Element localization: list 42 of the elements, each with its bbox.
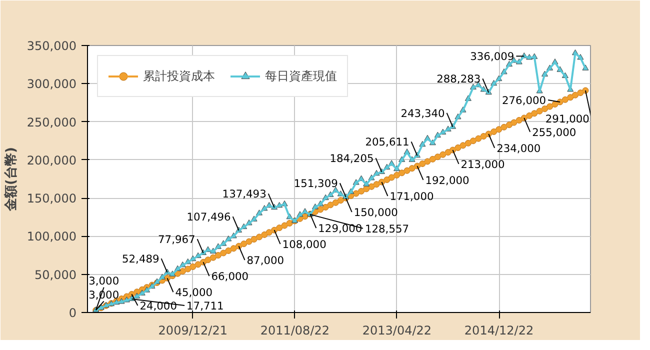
annotation: 192,000 <box>425 174 470 187</box>
legend-label: 累計投資成本 <box>143 68 215 84</box>
y-tick-label: 200,000 <box>26 153 76 168</box>
annotation: 52,489 <box>122 252 160 266</box>
x-tick-label: 2014/12/22 <box>464 324 534 338</box>
annotation: 108,000 <box>282 238 327 252</box>
annotation: 17,711 <box>186 300 224 313</box>
annotation: 288,283 <box>436 72 481 86</box>
annotation: 150,000 <box>354 206 398 220</box>
annotation: 184,205 <box>330 152 374 166</box>
y-tick-label: 150,000 <box>26 192 76 206</box>
annotation: 151,309 <box>294 177 338 190</box>
annotation: 336,009 <box>470 50 514 64</box>
annotation: 213,000 <box>460 158 506 171</box>
annotation: 137,493 <box>222 188 266 201</box>
y-tick-label: 350,000 <box>26 39 76 53</box>
annotation: 128,557 <box>364 222 410 236</box>
annotation: 45,000 <box>175 286 213 300</box>
annotation: 129,000 <box>318 222 362 236</box>
x-tick-label: 2011/08/22 <box>260 324 330 338</box>
annotation: 234,000 <box>496 142 541 155</box>
x-tick-label: 2013/04/22 <box>362 324 432 338</box>
y-tick-label: 0 <box>68 306 77 320</box>
annotation: 276,000 <box>502 94 546 107</box>
annotation: 24,000 <box>140 300 178 313</box>
annotation: 255,000 <box>532 126 576 139</box>
annotation: 291,000 <box>545 112 590 126</box>
y-axis-title: 金額(台幣) <box>2 147 19 212</box>
annotation: 205,611 <box>365 136 410 149</box>
annotation: 87,000 <box>246 254 284 268</box>
annotation: 77,967 <box>158 233 196 246</box>
y-tick-label: 100,000 <box>26 230 76 244</box>
x-tick-label: 2009/12/21 <box>158 324 228 338</box>
y-tick-label: 250,000 <box>26 115 76 130</box>
annotation: 107,496 <box>186 210 232 224</box>
y-tick-label: 300,000 <box>26 77 76 92</box>
y-tick-label: 50,000 <box>34 268 77 282</box>
annotation: 171,000 <box>390 190 434 203</box>
legend-label: 每日資產現值 <box>265 68 337 84</box>
annotation: 243,340 <box>400 106 446 120</box>
annotation: 3,000 <box>88 274 120 288</box>
annotation: 66,000 <box>211 270 249 284</box>
